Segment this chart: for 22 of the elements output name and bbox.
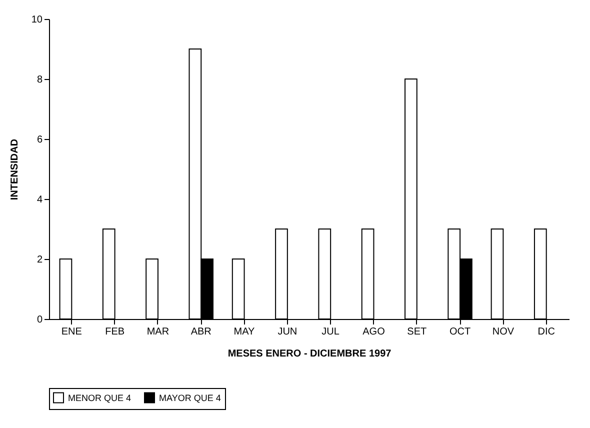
x-tick-label: AGO [362,326,386,338]
legend-label: MAYOR QUE 4 [159,392,221,403]
y-tick-label: 8 [36,74,43,86]
legend-label: MENOR QUE 4 [68,392,132,403]
y-axis-title: INTENSIDAD [9,138,20,200]
x-tick-label: FEB [105,326,125,338]
x-tick-label: ENE [61,326,82,338]
x-tick-label: ABR [190,326,212,338]
x-tick-label: NOV [492,326,514,338]
y-tick-label: 0 [36,314,43,326]
x-tick-label: MAY [234,326,256,338]
x-tick-label: JUN [278,326,298,338]
x-tick-label: SET [407,326,427,338]
y-tick-label: 6 [36,134,43,146]
y-tick-label: 4 [36,194,43,206]
y-tick-label: 2 [36,254,43,266]
x-tick-label: OCT [449,326,471,338]
x-tick-label: MAR [146,326,170,338]
x-tick-label: JUL [322,326,340,338]
y-tick-label: 10 [31,14,43,26]
x-axis-title: MESES ENERO - DICIEMBRE 1997 [228,348,392,360]
x-tick-label: DIC [538,326,555,338]
